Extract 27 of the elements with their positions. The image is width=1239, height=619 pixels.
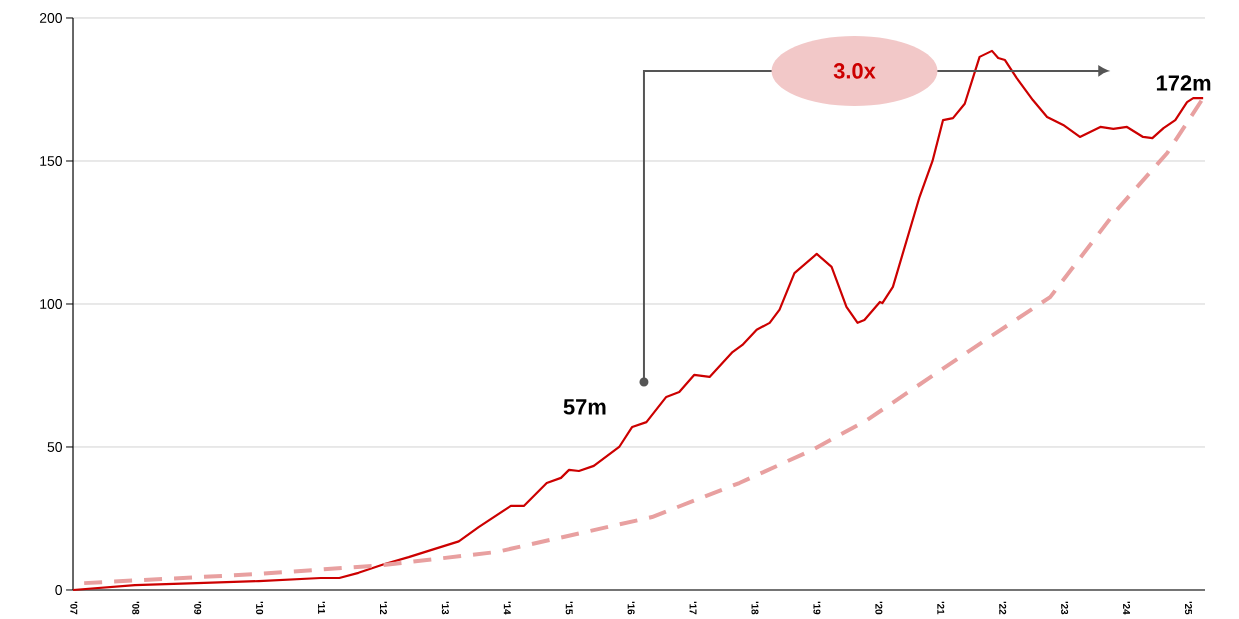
annotation: 3.0x <box>833 63 876 79</box>
x-tick-label: '09 <box>194 601 202 615</box>
y-tick-label: 150 <box>40 156 62 166</box>
x-tick-label: '14 <box>503 601 511 615</box>
annotation: 57m <box>563 399 606 415</box>
x-tick-label: '24 <box>1123 601 1131 615</box>
x-tick-label: '16 <box>627 601 635 615</box>
x-tick-label: '19 <box>813 601 821 615</box>
x-tick-label: '08 <box>132 601 140 615</box>
x-tick-label: '21 <box>937 601 945 615</box>
x-tick-label: '07 <box>70 601 78 615</box>
x-tick-label: '15 <box>565 601 573 615</box>
x-tick-label: '20 <box>875 601 883 615</box>
y-tick-label: 0 <box>55 585 62 595</box>
x-tick-label: '18 <box>751 601 759 615</box>
y-tick-label: 200 <box>39 13 62 23</box>
x-tick-label: '25 <box>1184 601 1192 615</box>
x-tick-label: '12 <box>380 601 387 615</box>
x-tick-label: '22 <box>999 601 1007 615</box>
y-tick-label: 50 <box>47 442 62 452</box>
x-tick-label: '23 <box>1061 601 1069 615</box>
x-tick-label: '10 <box>256 601 264 615</box>
x-tick-label: '13 <box>441 601 449 615</box>
x-tick-label: '17 <box>689 601 697 615</box>
y-tick-label: 100 <box>40 299 62 309</box>
annotation: 172m <box>1156 75 1211 91</box>
x-tick-label: '11 <box>318 601 325 614</box>
